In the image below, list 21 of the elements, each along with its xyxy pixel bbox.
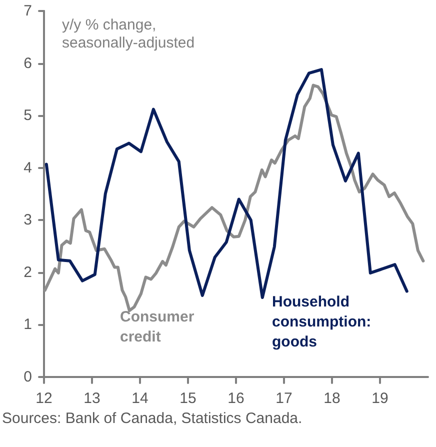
series-label: Household consumption: goods [272, 294, 376, 350]
y-tick-label: 5 [24, 107, 32, 124]
y-tick-label: 7 [24, 2, 32, 20]
line-series [43, 84, 425, 312]
x-tick-label: 19 [372, 390, 388, 407]
y-tick-label: 2 [24, 264, 32, 281]
y-tick-label: 1 [24, 316, 32, 334]
x-tick-label: 18 [324, 390, 340, 407]
x-tick-label: 16 [228, 390, 244, 407]
x-tick-label: 17 [276, 390, 292, 407]
series-label: Consumer credit [120, 308, 198, 346]
x-tick-label: 13 [84, 390, 100, 407]
source-note: Sources: Bank of Canada, Statistics Canada. [2, 410, 302, 427]
x-tick-label: 15 [180, 390, 196, 407]
annotation: y/y % change, seasonally-adjusted [62, 16, 195, 52]
y-tick-label: 6 [24, 54, 32, 72]
y-tick-label: 3 [24, 212, 32, 229]
x-tick-label: 14 [132, 390, 148, 407]
y-tick-label: 4 [24, 159, 32, 176]
y-tick-label: 0 [24, 368, 32, 386]
x-tick-label: 12 [36, 390, 52, 407]
